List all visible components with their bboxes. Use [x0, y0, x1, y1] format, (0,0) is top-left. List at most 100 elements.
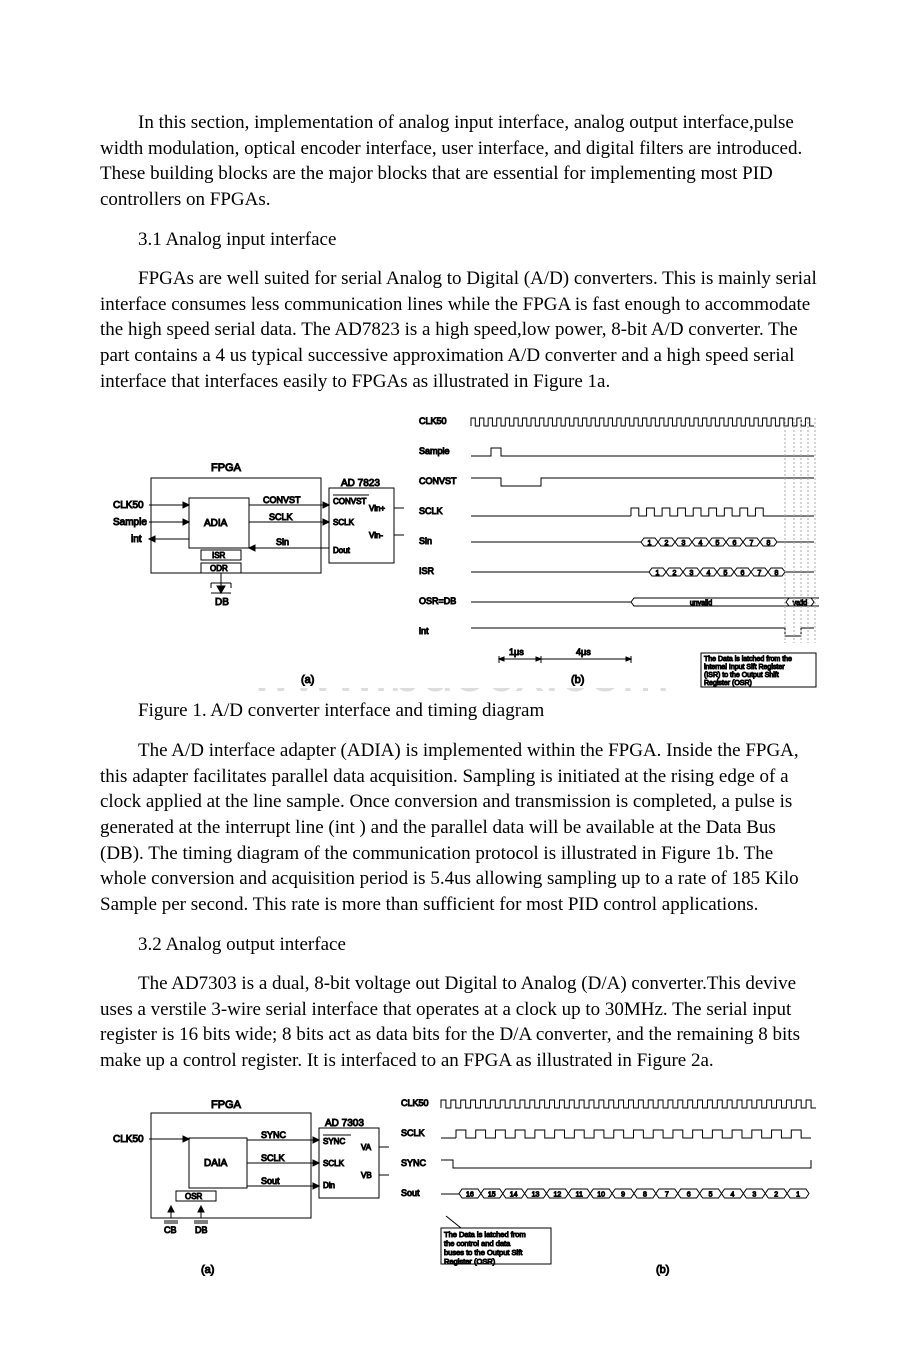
svg-text:4: 4: [707, 570, 711, 577]
svg-text:unvalid: unvalid: [690, 600, 712, 607]
svg-text:13: 13: [532, 1191, 540, 1198]
svg-text:int: int: [419, 626, 429, 636]
svg-text:Register (OSR): Register (OSR): [444, 1257, 496, 1266]
svg-text:ISR: ISR: [419, 566, 435, 576]
svg-text:1: 1: [648, 540, 652, 547]
svg-text:FPGA: FPGA: [211, 462, 242, 474]
svg-text:11: 11: [576, 1191, 583, 1198]
svg-text:VB: VB: [361, 1171, 372, 1180]
svg-text:ADIA: ADIA: [204, 518, 228, 529]
svg-text:SCLK: SCLK: [401, 1128, 425, 1138]
svg-text:OSR=DB: OSR=DB: [419, 596, 456, 606]
svg-text:SYNC: SYNC: [261, 1130, 287, 1140]
svg-text:1: 1: [796, 1191, 800, 1198]
svg-text:the control and data: the control and data: [444, 1239, 511, 1248]
svg-text:(ISR) to the Output Shift: (ISR) to the Output Shift: [704, 672, 779, 679]
svg-text:internal Input Sift Register: internal Input Sift Register: [704, 664, 785, 671]
svg-text:CLK50: CLK50: [419, 416, 447, 426]
svg-text:CLK50: CLK50: [401, 1098, 429, 1108]
svg-text:6: 6: [687, 1191, 691, 1198]
svg-text:SYNC: SYNC: [401, 1158, 427, 1168]
svg-text:5: 5: [709, 1191, 713, 1198]
svg-text:Din: Din: [323, 1181, 335, 1190]
svg-text:4: 4: [699, 540, 703, 547]
svg-text:(a): (a): [201, 1264, 214, 1276]
svg-text:1μs: 1μs: [509, 647, 524, 657]
svg-text:9: 9: [621, 1191, 625, 1198]
svg-text:3: 3: [752, 1191, 756, 1198]
section-3-1-para2: The A/D interface adapter (ADIA) is impl…: [100, 738, 820, 917]
svg-text:DAIA: DAIA: [204, 1158, 228, 1169]
svg-text:Sample: Sample: [113, 517, 147, 528]
svg-text:SCLK: SCLK: [269, 512, 293, 522]
svg-text:7: 7: [665, 1191, 669, 1198]
svg-text:Vin-: Vin-: [369, 531, 383, 540]
svg-text:6: 6: [741, 570, 745, 577]
svg-text:5: 5: [724, 570, 728, 577]
svg-text:CLK50: CLK50: [113, 1134, 144, 1145]
section-3-2-title: 3.2 Analog output interface: [138, 932, 820, 958]
svg-text:Vin+: Vin+: [369, 504, 385, 513]
svg-text:8: 8: [775, 570, 779, 577]
svg-text:buses to the Output Sift: buses to the Output Sift: [444, 1248, 523, 1257]
svg-text:AD 7303: AD 7303: [325, 1118, 364, 1129]
svg-text:CONVST: CONVST: [263, 495, 301, 505]
section-3-1-title: 3.1 Analog input interface: [138, 227, 820, 253]
svg-text:3: 3: [682, 540, 686, 547]
svg-text:DB: DB: [215, 597, 229, 608]
svg-text:VA: VA: [361, 1143, 372, 1152]
svg-text:5: 5: [716, 540, 720, 547]
section-3-1-para1: FPGAs are well suited for serial Analog …: [100, 266, 820, 394]
svg-text:1: 1: [656, 570, 660, 577]
svg-text:(b): (b): [571, 674, 584, 686]
svg-text:SCLK: SCLK: [419, 506, 443, 516]
svg-text:7: 7: [758, 570, 762, 577]
figure-1: FPGA ADIA CLK50 Sample int CONVST SCLK S…: [101, 408, 819, 688]
svg-text:Sout: Sout: [261, 1176, 280, 1186]
svg-text:7: 7: [750, 540, 754, 547]
svg-text:ISR: ISR: [212, 551, 226, 560]
svg-text:valid: valid: [793, 600, 808, 607]
svg-text:16: 16: [466, 1191, 474, 1198]
svg-text:Register (OSR): Register (OSR): [704, 680, 752, 687]
svg-text:8: 8: [767, 540, 771, 547]
svg-text:The Data is latched from the: The Data is latched from the: [704, 656, 792, 663]
svg-text:ODR: ODR: [210, 564, 228, 573]
svg-text:Sout: Sout: [401, 1188, 420, 1198]
svg-text:Sin: Sin: [419, 536, 432, 546]
svg-text:FPGA: FPGA: [211, 1099, 242, 1111]
svg-text:SCLK: SCLK: [261, 1153, 285, 1163]
svg-text:Dout: Dout: [333, 546, 351, 555]
svg-text:AD 7823: AD 7823: [341, 478, 380, 489]
svg-text:CB: CB: [164, 1225, 177, 1235]
svg-text:15: 15: [488, 1191, 496, 1198]
svg-text:SCLK: SCLK: [333, 518, 355, 527]
svg-text:6: 6: [733, 540, 737, 547]
section-3-2-para1: The AD7303 is a dual, 8-bit voltage out …: [100, 971, 820, 1074]
svg-text:2: 2: [665, 540, 669, 547]
svg-text:14: 14: [510, 1191, 518, 1198]
svg-text:The Data is latched from: The Data is latched from: [444, 1230, 526, 1239]
svg-text:CONVST: CONVST: [419, 476, 457, 486]
svg-text:DB: DB: [195, 1225, 208, 1235]
svg-text:2: 2: [774, 1191, 778, 1198]
svg-text:12: 12: [554, 1191, 562, 1198]
svg-text:10: 10: [597, 1191, 605, 1198]
svg-text:8: 8: [643, 1191, 647, 1198]
svg-text:(b): (b): [656, 1264, 669, 1276]
svg-text:(a): (a): [301, 674, 314, 686]
figure-2: FPGA DAIA CLK50 SYNC SCLK Sout OSR CB DB: [101, 1088, 819, 1288]
svg-text:Sin: Sin: [276, 537, 289, 547]
svg-text:SYNC: SYNC: [323, 1137, 345, 1146]
intro-paragraph: In this section, implementation of analo…: [100, 110, 820, 213]
svg-text:CONVST: CONVST: [333, 497, 366, 506]
svg-text:int: int: [131, 534, 142, 545]
svg-text:CLK50: CLK50: [113, 500, 144, 511]
svg-text:OSR: OSR: [185, 1192, 203, 1201]
svg-text:2: 2: [673, 570, 677, 577]
svg-text:Sample: Sample: [419, 446, 450, 456]
svg-text:SCLK: SCLK: [323, 1159, 345, 1168]
svg-text:3: 3: [690, 570, 694, 577]
svg-text:4: 4: [730, 1191, 734, 1198]
svg-text:4μs: 4μs: [576, 647, 591, 657]
